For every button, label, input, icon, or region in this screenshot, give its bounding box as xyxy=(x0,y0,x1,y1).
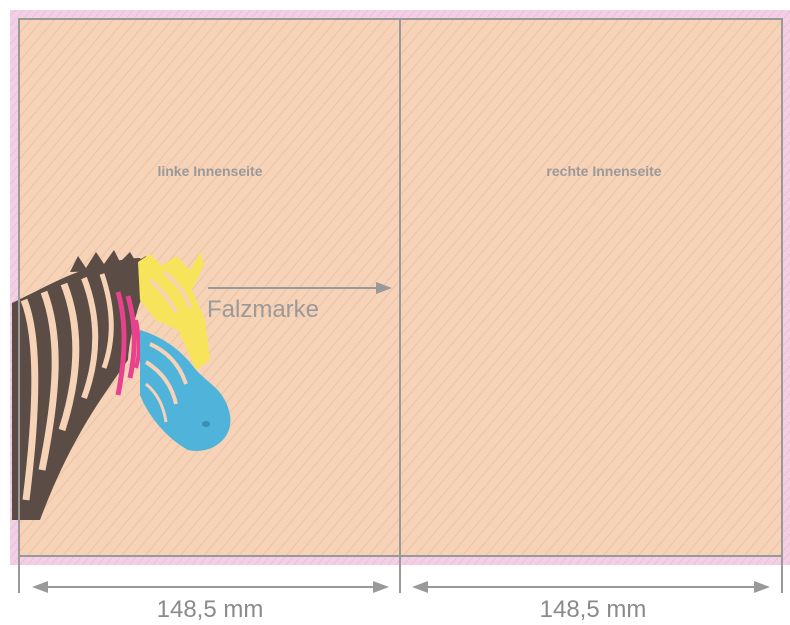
fold-mark-arrow xyxy=(208,282,392,294)
right-page-label: rechte Innenseite xyxy=(546,163,662,179)
zebra-illustration xyxy=(12,250,231,520)
dimension-arrow-left xyxy=(32,581,389,593)
left-page-label: linke Innenseite xyxy=(157,163,263,179)
dimension-arrow-right xyxy=(412,581,770,593)
fold-mark-label: Falzmarke xyxy=(207,296,320,323)
left-width-label: 148,5 mm xyxy=(156,596,264,623)
right-width-label: 148,5 mm xyxy=(539,596,647,623)
